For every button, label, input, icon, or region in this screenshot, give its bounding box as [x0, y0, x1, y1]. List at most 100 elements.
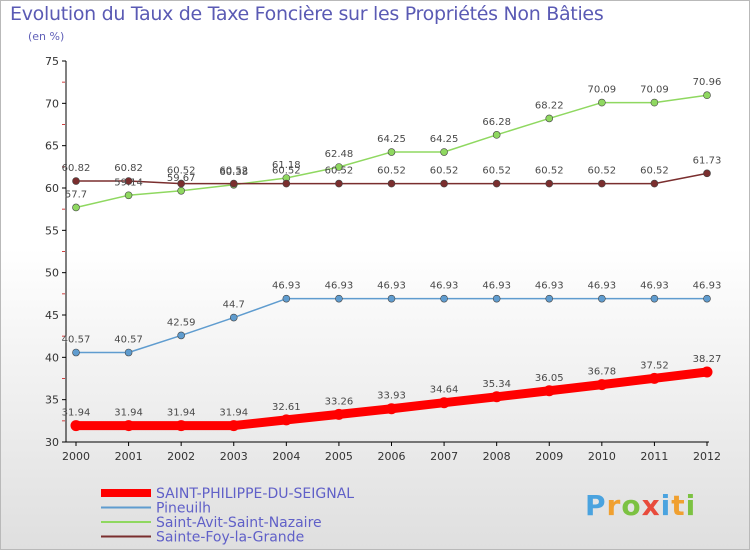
x-tick-label: 2010 — [588, 450, 616, 463]
data-label: 31.94 — [219, 408, 248, 419]
data-label: 33.26 — [325, 396, 354, 407]
y-tick-label: 60 — [45, 182, 59, 195]
x-tick-label: 2008 — [483, 450, 511, 463]
data-label: 46.93 — [482, 281, 511, 292]
y-tick-label: 70 — [45, 97, 59, 110]
data-point — [596, 379, 608, 391]
data-point — [650, 179, 659, 188]
y-tick-label: 65 — [45, 140, 59, 153]
data-point — [701, 366, 713, 378]
data-point — [650, 294, 659, 303]
data-point — [72, 177, 80, 185]
data-label: 37.52 — [640, 360, 669, 371]
data-label: 46.93 — [535, 281, 564, 292]
x-tick-label: 2006 — [378, 450, 406, 463]
data-point — [440, 294, 448, 303]
data-point — [598, 294, 606, 303]
data-label: 60.38 — [219, 167, 248, 178]
logo-letter: o — [621, 489, 642, 522]
x-tick-label: 2009 — [535, 450, 563, 463]
data-point — [492, 131, 501, 139]
data-point — [598, 179, 606, 188]
data-label: 62.48 — [325, 149, 354, 160]
data-label: 60.52 — [219, 166, 248, 177]
data-label: 32.61 — [272, 402, 301, 413]
data-label: 60.52 — [377, 166, 406, 177]
data-label: 61.18 — [272, 160, 301, 171]
data-label: 60.52 — [640, 166, 669, 177]
data-point — [228, 420, 240, 432]
logo-letter: x — [641, 489, 661, 522]
logo-letter: i — [685, 489, 697, 522]
x-tick-label: 2001 — [115, 450, 143, 463]
data-point — [703, 91, 711, 100]
x-tick-label: 2012 — [693, 450, 721, 463]
data-point — [177, 179, 185, 188]
data-label: 44.7 — [223, 300, 245, 311]
x-tick-label: 2000 — [62, 450, 90, 463]
data-label: 40.57 — [114, 335, 143, 346]
data-point — [124, 191, 133, 200]
data-label: 46.93 — [693, 281, 722, 292]
data-label: 59.14 — [114, 177, 143, 188]
data-point — [598, 98, 606, 107]
legend-label: Pineuilh — [156, 501, 211, 517]
x-tick-label: 2004 — [272, 450, 300, 463]
data-label: 46.93 — [325, 281, 354, 292]
data-point — [648, 372, 660, 384]
data-label: 60.52 — [325, 166, 354, 177]
data-label: 59.67 — [167, 173, 196, 184]
data-point — [491, 391, 503, 403]
data-label: 42.59 — [167, 317, 196, 328]
x-tick-label: 2002 — [167, 450, 195, 463]
y-tick-label: 45 — [45, 309, 59, 322]
data-label: 70.09 — [588, 85, 617, 96]
data-point — [703, 294, 711, 303]
data-point — [229, 179, 238, 188]
data-point — [545, 114, 554, 123]
data-point — [543, 385, 555, 397]
data-point — [70, 420, 82, 432]
data-label: 60.52 — [272, 166, 301, 177]
data-point — [386, 403, 397, 415]
data-point — [545, 294, 554, 303]
data-label: 60.52 — [588, 166, 617, 177]
data-label: 60.82 — [114, 163, 143, 174]
logo-letter: r — [606, 489, 622, 522]
data-point — [703, 169, 711, 178]
data-label: 64.25 — [430, 134, 459, 145]
data-label: 31.94 — [114, 408, 143, 419]
data-point — [335, 163, 343, 171]
data-point — [387, 148, 396, 156]
y-tick-label: 55 — [45, 224, 59, 237]
data-label: 70.09 — [640, 85, 669, 96]
data-label: 31.94 — [167, 408, 196, 419]
data-label: 46.93 — [588, 281, 617, 292]
x-tick-label: 2011 — [640, 450, 668, 463]
data-point — [438, 397, 450, 409]
data-point — [280, 414, 292, 426]
data-point — [492, 179, 501, 188]
data-label: 61.73 — [693, 155, 722, 166]
data-point — [177, 186, 185, 195]
data-point — [335, 294, 343, 303]
data-label: 40.57 — [62, 335, 91, 346]
data-point — [282, 294, 291, 303]
data-point — [492, 294, 501, 303]
legend-label: Sainte-Foy-la-Grande — [156, 530, 304, 546]
data-label: 60.52 — [167, 166, 196, 177]
data-point — [72, 203, 80, 212]
x-tick-label: 2007 — [430, 450, 458, 463]
data-point — [387, 294, 396, 303]
y-tick-label: 30 — [45, 436, 59, 449]
chart-subtitle: (en %) — [28, 30, 65, 43]
chart-title: Evolution du Taux de Taxe Foncière sur l… — [10, 3, 604, 25]
data-label: 46.93 — [430, 281, 459, 292]
x-tick-label: 2005 — [325, 450, 353, 463]
data-label: 46.93 — [640, 281, 669, 292]
data-point — [650, 98, 659, 107]
data-point — [175, 420, 187, 432]
data-point — [545, 179, 554, 188]
